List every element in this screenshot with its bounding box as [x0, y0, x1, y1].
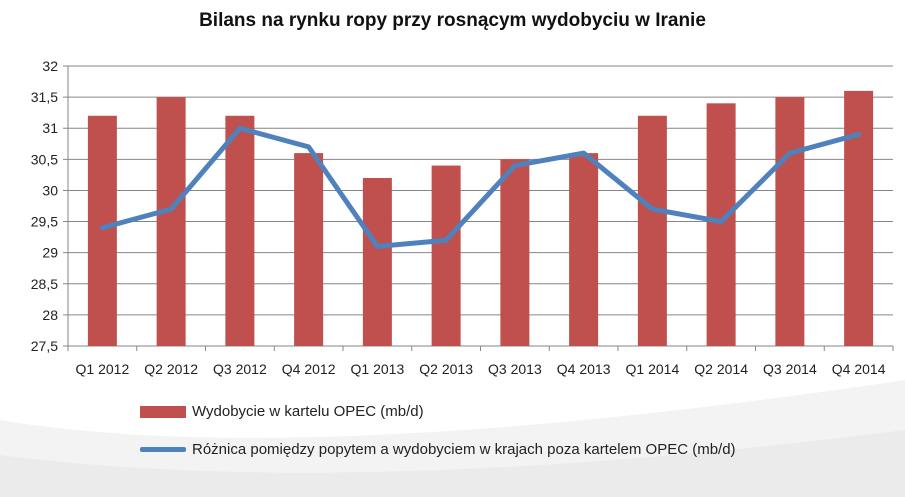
y-tick-label: 29	[42, 245, 58, 261]
y-tick-label: 28,5	[31, 276, 58, 292]
series-line	[99, 125, 862, 249]
bar	[500, 159, 530, 346]
bar	[569, 153, 599, 346]
x-tick-label: Q1 2014	[626, 361, 680, 377]
bar	[225, 115, 255, 347]
y-tick-label: 27,5	[31, 338, 58, 354]
bar	[844, 90, 874, 346]
legend-label-bars: Wydobycie w kartelu OPEC (mb/d)	[192, 403, 424, 420]
x-tick-label: Q3 2014	[763, 361, 817, 377]
bar	[294, 153, 324, 346]
x-tick-label: Q1 2013	[351, 361, 405, 377]
x-tick-label: Q2 2014	[694, 361, 748, 377]
y-tick-label: 28	[42, 307, 58, 323]
chart-title: Bilans na rynku ropy przy rosnącym wydob…	[199, 10, 706, 31]
bar	[706, 103, 736, 346]
x-tick-label: Q4 2012	[282, 361, 336, 377]
legend-item-bars: Wydobycie w kartelu OPEC (mb/d)	[140, 403, 424, 420]
y-tick-label: 32	[42, 58, 58, 74]
x-tick-label: Q2 2012	[144, 361, 198, 377]
bar	[775, 97, 805, 346]
x-tick-label: Q4 2013	[557, 361, 611, 377]
bar	[87, 115, 117, 347]
x-tick-label: Q3 2013	[488, 361, 542, 377]
legend-swatch-bar	[140, 405, 186, 418]
bar	[637, 115, 667, 347]
y-tick-label: 31,5	[31, 89, 58, 105]
x-tick-label: Q2 2013	[419, 361, 473, 377]
y-tick-label: 31	[42, 120, 58, 136]
bar	[431, 165, 461, 346]
legend-item-line: Różnica pomiędzy popytem a wydobyciem w …	[140, 441, 736, 458]
x-tick-label: Q3 2012	[213, 361, 267, 377]
x-tick-label: Q4 2014	[832, 361, 886, 377]
y-tick-label: 30	[42, 182, 58, 198]
legend-swatch-line	[140, 447, 186, 452]
legend-label-line: Różnica pomiędzy popytem a wydobyciem w …	[192, 441, 736, 458]
y-tick-label: 30,5	[31, 151, 58, 167]
x-tick-label: Q1 2012	[76, 361, 130, 377]
bar	[362, 178, 392, 346]
y-tick-label: 29,5	[31, 214, 58, 230]
bar	[156, 97, 186, 346]
